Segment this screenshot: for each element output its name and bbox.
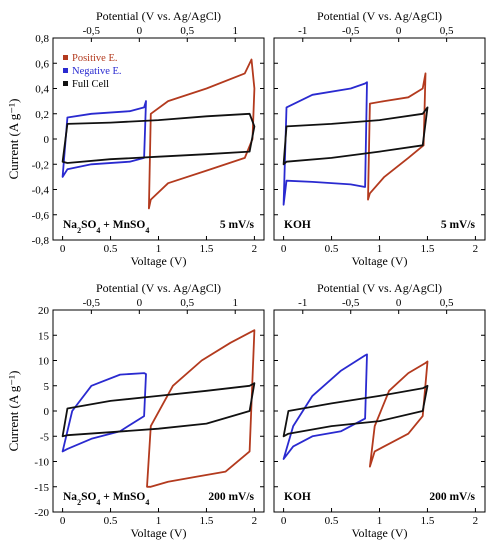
top-axis-title: Potential (V vs. Ag/AgCl) <box>96 281 221 295</box>
electrolyte-label: KOH <box>284 491 311 503</box>
top-tick-label: 0,5 <box>440 297 454 309</box>
y-tick-label: 15 <box>38 330 50 342</box>
x-axis-title: Voltage (V) <box>351 254 407 268</box>
x-tick-label: 0.5 <box>325 515 339 527</box>
top-tick-label: -0,5 <box>342 297 360 309</box>
top-tick-label: 0 <box>396 297 402 309</box>
plot-frame <box>273 37 486 241</box>
x-tick-label: 2 <box>473 243 479 255</box>
legend-label-negative: Negative E. <box>72 66 122 77</box>
legend-label-full: Full Cell <box>72 79 109 90</box>
series-negative-line <box>61 372 147 453</box>
scan-rate-label: 200 mV/s <box>208 491 254 503</box>
series-positive-line <box>146 329 256 488</box>
x-tick-label: 0 <box>281 515 287 527</box>
series-positive-line <box>369 360 429 468</box>
top-tick-label: -0,5 <box>83 297 101 309</box>
x-tick-label: 0.5 <box>104 515 118 527</box>
y-tick-label: 5 <box>44 381 50 393</box>
top-tick-label: 0,5 <box>180 25 194 37</box>
legend-swatch-positive <box>63 55 68 60</box>
x-tick-label: 0.5 <box>325 243 339 255</box>
x-tick-label: 0 <box>281 243 287 255</box>
scan-rate-label: 200 mV/s <box>429 491 475 503</box>
series-full-line <box>282 384 429 438</box>
x-tick-label: 1 <box>156 243 162 255</box>
scan-rate-label: 5 mV/s <box>441 219 476 231</box>
x-tick-label: 1.5 <box>200 243 214 255</box>
y-tick-label: -0,6 <box>32 210 50 222</box>
plot-frame <box>273 309 486 513</box>
y-axis-title-top: Current (A g⁻¹) <box>6 99 21 180</box>
y-tick-label: 0 <box>44 134 50 146</box>
top-axis-title: Potential (V vs. Ag/AgCl) <box>96 9 221 23</box>
x-axis-title: Voltage (V) <box>130 526 186 540</box>
x-tick-label: 0 <box>60 243 66 255</box>
y-tick-label: -20 <box>34 507 49 519</box>
y-tick-label: -0,2 <box>32 159 49 171</box>
scan-rate-label: 5 mV/s <box>220 219 255 231</box>
electrolyte-label: KOH <box>284 219 311 231</box>
x-tick-label: 2 <box>473 515 479 527</box>
x-tick-label: 1 <box>377 515 383 527</box>
y-tick-label: -10 <box>34 457 49 469</box>
y-tick-label: 0,6 <box>35 58 49 70</box>
y-tick-label: 20 <box>38 305 50 317</box>
top-tick-label: 1 <box>232 297 238 309</box>
y-tick-label: 0 <box>44 406 50 418</box>
x-axis-title: Voltage (V) <box>130 254 186 268</box>
series-full-line <box>282 106 429 166</box>
series-negative-line <box>282 81 368 206</box>
series-negative-line <box>282 353 368 460</box>
top-tick-label: -1 <box>298 25 307 37</box>
top-axis-title: Potential (V vs. Ag/AgCl) <box>317 281 442 295</box>
top-tick-label: 0 <box>137 25 143 37</box>
series-positive-line <box>367 72 427 201</box>
top-tick-label: -0,5 <box>342 25 360 37</box>
cv-panel-p1: 0 0.5 1 1.5 2 Voltage (V) -0,5 0 0,5 1 Potential (… <box>32 9 265 268</box>
y-tick-label: 0,4 <box>35 84 49 96</box>
x-tick-label: 1.5 <box>421 515 435 527</box>
legend-swatch-full <box>63 81 68 86</box>
x-tick-label: 2 <box>252 243 258 255</box>
legend: Positive E. Negative E. Full Cell <box>63 53 122 90</box>
legend-label-positive: Positive E. <box>72 53 118 64</box>
top-tick-label: -0,5 <box>83 25 101 37</box>
top-tick-label: 0 <box>137 297 143 309</box>
y-tick-label: 0,2 <box>35 109 49 121</box>
x-tick-label: 1 <box>377 243 383 255</box>
top-tick-label: 0,5 <box>440 25 454 37</box>
series-full-line <box>61 382 256 438</box>
top-tick-label: 1 <box>232 25 238 37</box>
x-tick-label: 0.5 <box>104 243 118 255</box>
top-tick-label: 0,5 <box>180 297 194 309</box>
x-tick-label: 0 <box>60 515 66 527</box>
x-tick-label: 2 <box>252 515 258 527</box>
legend-swatch-negative <box>63 68 68 73</box>
series-full-line <box>61 112 256 164</box>
cv-panel-p2: 0 0.5 1 1.5 2 Voltage (V) -1 -0,5 0 0,5 Potential … <box>273 9 486 268</box>
x-tick-label: 1.5 <box>421 243 435 255</box>
x-tick-label: 1 <box>156 515 162 527</box>
y-tick-label: 0,8 <box>35 33 49 45</box>
y-axis-title-bottom: Current (A g⁻¹) <box>6 371 21 452</box>
cv-panel-p4: 0 0.5 1 1.5 2 Voltage (V) -1 -0,5 0 0,5 Potential … <box>273 281 486 540</box>
x-tick-label: 1.5 <box>200 515 214 527</box>
top-tick-label: -1 <box>298 297 307 309</box>
x-axis-title: Voltage (V) <box>351 526 407 540</box>
series-negative-line <box>61 100 147 178</box>
y-tick-label: -0,8 <box>32 235 50 247</box>
top-axis-title: Potential (V vs. Ag/AgCl) <box>317 9 442 23</box>
y-tick-label: -15 <box>34 482 49 494</box>
electrolyte-label: Na2SO4 + MnSO4 <box>63 219 149 235</box>
electrolyte-label: Na2SO4 + MnSO4 <box>63 491 149 507</box>
y-tick-label: -0,4 <box>32 185 50 197</box>
top-tick-label: 0 <box>396 25 402 37</box>
y-tick-label: -5 <box>40 431 50 443</box>
cv-panel-p3: 0 0.5 1 1.5 2 Voltage (V) -0,5 0 0,5 1 Potential (… <box>34 281 265 540</box>
series-positive-line <box>148 58 256 210</box>
y-tick-label: 10 <box>38 356 50 368</box>
